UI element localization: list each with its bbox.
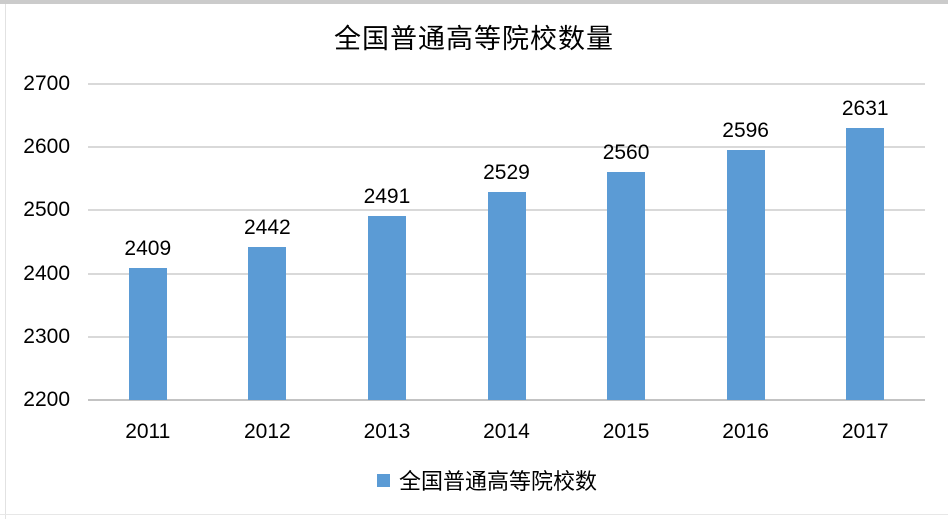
- bottom-border: [0, 514, 948, 515]
- left-border: [5, 4, 6, 519]
- x-axis-tick-label: 2015: [602, 420, 650, 443]
- bar-value-label: 2409: [124, 236, 172, 260]
- legend: 全国普通高等院校数: [13, 464, 948, 496]
- gridline: [88, 146, 925, 149]
- legend-swatch: [376, 473, 390, 487]
- x-axis: 2011 2012 2013 2014 2015 2016 2017: [0, 420, 948, 450]
- y-axis-tick-label: 2700: [23, 72, 70, 95]
- legend-label: 全国普通高等院校数: [398, 469, 597, 494]
- bar-value-label: 2631: [841, 96, 889, 120]
- bar-2012: [248, 247, 287, 400]
- gridline: [88, 83, 925, 85]
- y-axis-tick-label: 2300: [23, 324, 70, 348]
- bar-value-label: 2442: [243, 216, 291, 240]
- bar-2017: [846, 127, 885, 400]
- bar-value-label: 2491: [363, 185, 411, 209]
- bar-2015: [607, 172, 646, 400]
- y-axis-tick-label: 2600: [23, 135, 70, 159]
- bar-value-label: 2560: [602, 141, 650, 165]
- x-axis-tick-label: 2013: [363, 420, 411, 443]
- top-border: [0, 0, 948, 4]
- x-axis-tick-label: 2012: [243, 420, 291, 443]
- x-axis-tick-label: 2011: [125, 420, 171, 443]
- y-axis-tick-label: 2500: [23, 198, 70, 222]
- bar-2016: [726, 149, 765, 400]
- x-axis-tick-label: 2014: [483, 420, 530, 443]
- x-axis-line: [88, 399, 925, 401]
- plot-area: 2409 2442 2491 2529 2560 2596 2631: [88, 83, 925, 401]
- bar-value-label: 2529: [483, 161, 530, 185]
- y-axis-tick-label: 2400: [23, 261, 70, 285]
- x-axis-tick-label: 2017: [841, 420, 889, 443]
- y-axis-tick-label: 2200: [23, 388, 70, 411]
- bar-2011: [128, 267, 167, 400]
- x-axis-tick-label: 2016: [722, 420, 769, 443]
- bar-2014: [487, 192, 526, 400]
- chart-title: 全国普通高等院校数量: [334, 24, 614, 54]
- bar-2013: [367, 216, 406, 400]
- bar-value-label: 2596: [722, 118, 769, 142]
